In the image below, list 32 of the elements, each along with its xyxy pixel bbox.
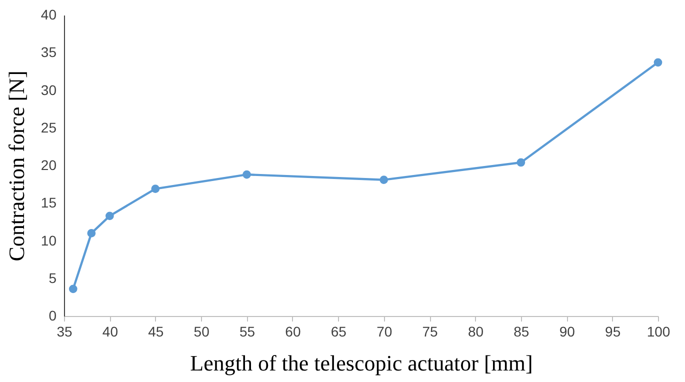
point [87,229,96,238]
x-tick-label: 60 [285,324,301,340]
x-tick-label: 80 [468,324,484,340]
x-tick-label: 85 [514,324,530,340]
y-tick-label: 5 [48,270,57,286]
x-tick-label: 95 [605,324,621,340]
x-tick-label: 90 [559,324,576,340]
y-tick-label: 30 [40,82,57,98]
x-tick-label: 65 [330,324,347,340]
point [106,212,114,220]
y-tick-label: 25 [40,119,57,136]
y-tick-label: 20 [40,157,57,173]
point [151,184,160,193]
point [380,176,388,184]
x-tick-label: 70 [376,324,392,340]
y-axis-title: Contraction force [N] [4,70,29,262]
point [68,284,78,294]
point [516,158,526,167]
x-tick-label: 40 [102,324,118,340]
x-tick-label: 55 [239,324,256,340]
y-tick-label: 0 [48,308,57,324]
x-axis-title: Length of the telescopic actuator [mm] [190,350,533,376]
y-tick-label: 35 [40,44,57,60]
y-tick-label: 10 [40,232,57,248]
x-tick-label: 45 [148,324,164,340]
point [242,170,251,179]
point [654,58,662,67]
x-tick-label: 100 [646,324,670,340]
x-tick-label: 75 [422,324,438,340]
x-tick-label: 50 [194,324,210,340]
y-tick-label: 15 [40,194,57,211]
y-tick-label: 40 [40,6,57,22]
